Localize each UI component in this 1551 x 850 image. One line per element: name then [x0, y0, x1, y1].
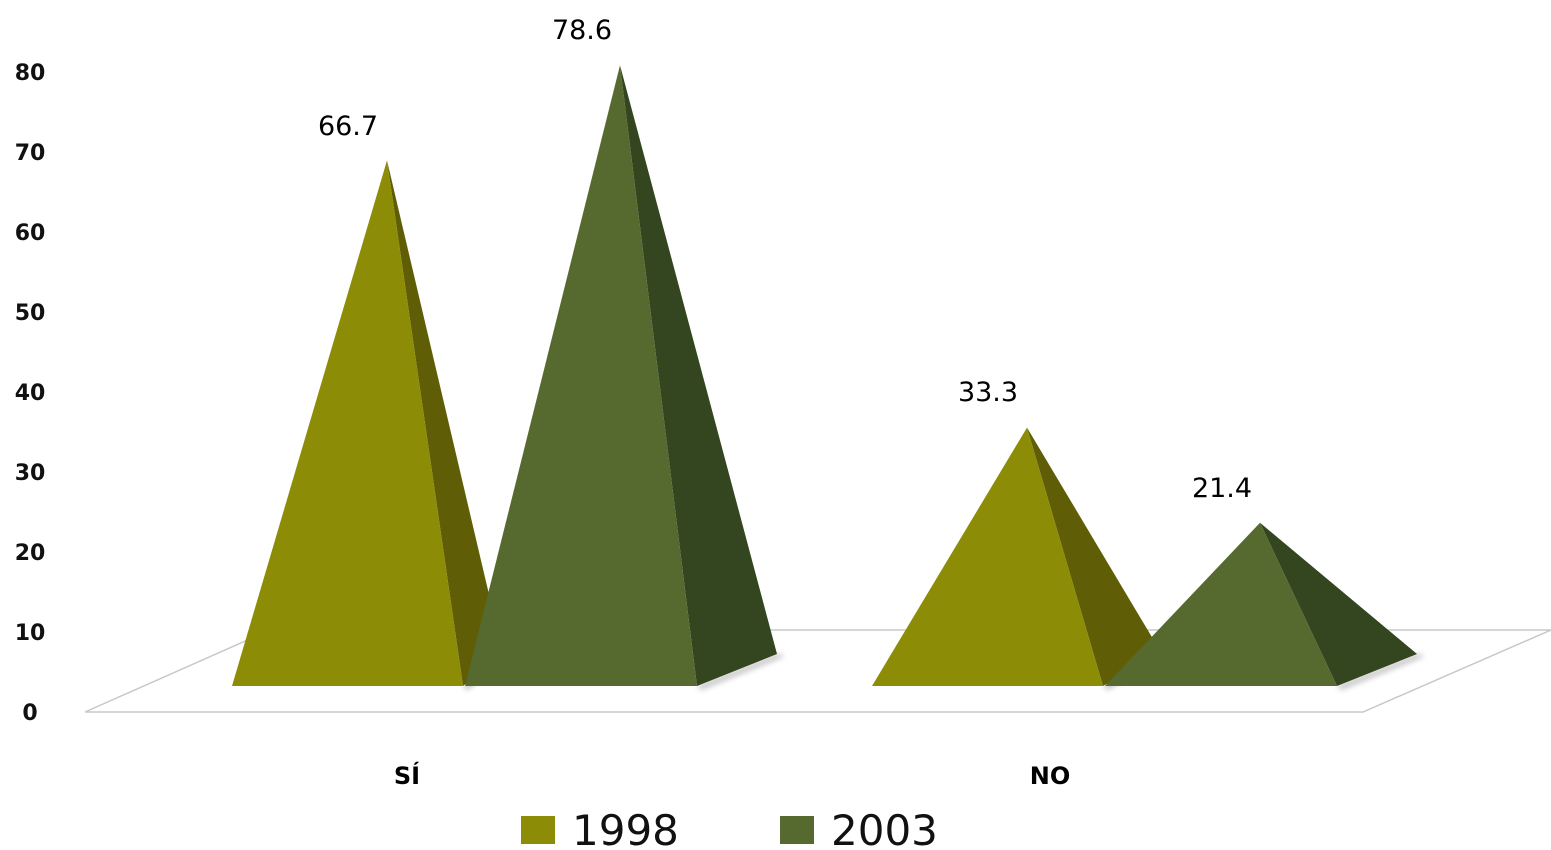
data-label-1998-si: 66.7	[318, 111, 378, 142]
y-tick-label: 20	[15, 541, 46, 566]
pyramid-front-face	[465, 65, 697, 686]
pyramid-side-face	[1260, 522, 1417, 686]
pyramid-front-face	[872, 427, 1103, 686]
pyramid-2003-no	[1105, 522, 1425, 690]
pyramid-side-face	[1027, 427, 1162, 686]
pyramid-1998-no	[872, 427, 1170, 690]
data-label-2003-no: 21.4	[1192, 473, 1252, 504]
pyramid-front-face	[232, 160, 463, 686]
x-axis: SÍ NO	[394, 761, 1070, 790]
legend-label-1998: 1998	[572, 806, 679, 850]
legend: 1998 2003	[521, 806, 938, 850]
legend-swatch-2003	[780, 816, 814, 844]
y-tick-label: 50	[15, 301, 46, 326]
x-category-label: SÍ	[394, 761, 420, 790]
data-labels: 66.7 78.6 33.3 21.4	[318, 15, 1252, 504]
pyramid-1998-si	[232, 160, 511, 690]
pyramid-side-face	[387, 160, 503, 686]
y-tick-label: 0	[22, 701, 37, 726]
y-tick-label: 80	[15, 61, 46, 86]
pyramid-2003-si	[465, 65, 785, 690]
pyramid-shadow	[697, 654, 785, 690]
y-tick-label: 60	[15, 221, 46, 246]
y-tick-label: 30	[15, 461, 46, 486]
legend-label-2003: 2003	[831, 806, 938, 850]
pyramid-side-face	[620, 65, 777, 686]
legend-swatch-1998	[521, 816, 555, 844]
x-category-label: NO	[1030, 762, 1071, 790]
y-tick-label: 10	[15, 621, 46, 646]
y-axis: 0 10 20 30 40 50 60 70 80	[15, 61, 46, 726]
data-label-1998-no: 33.3	[958, 377, 1018, 408]
data-marks	[232, 65, 1425, 690]
data-label-2003-si: 78.6	[552, 15, 612, 46]
pyramid-front-face	[1105, 522, 1337, 686]
pyramid-shadow	[1337, 654, 1425, 690]
y-tick-label: 70	[15, 141, 46, 166]
y-tick-label: 40	[15, 381, 46, 406]
